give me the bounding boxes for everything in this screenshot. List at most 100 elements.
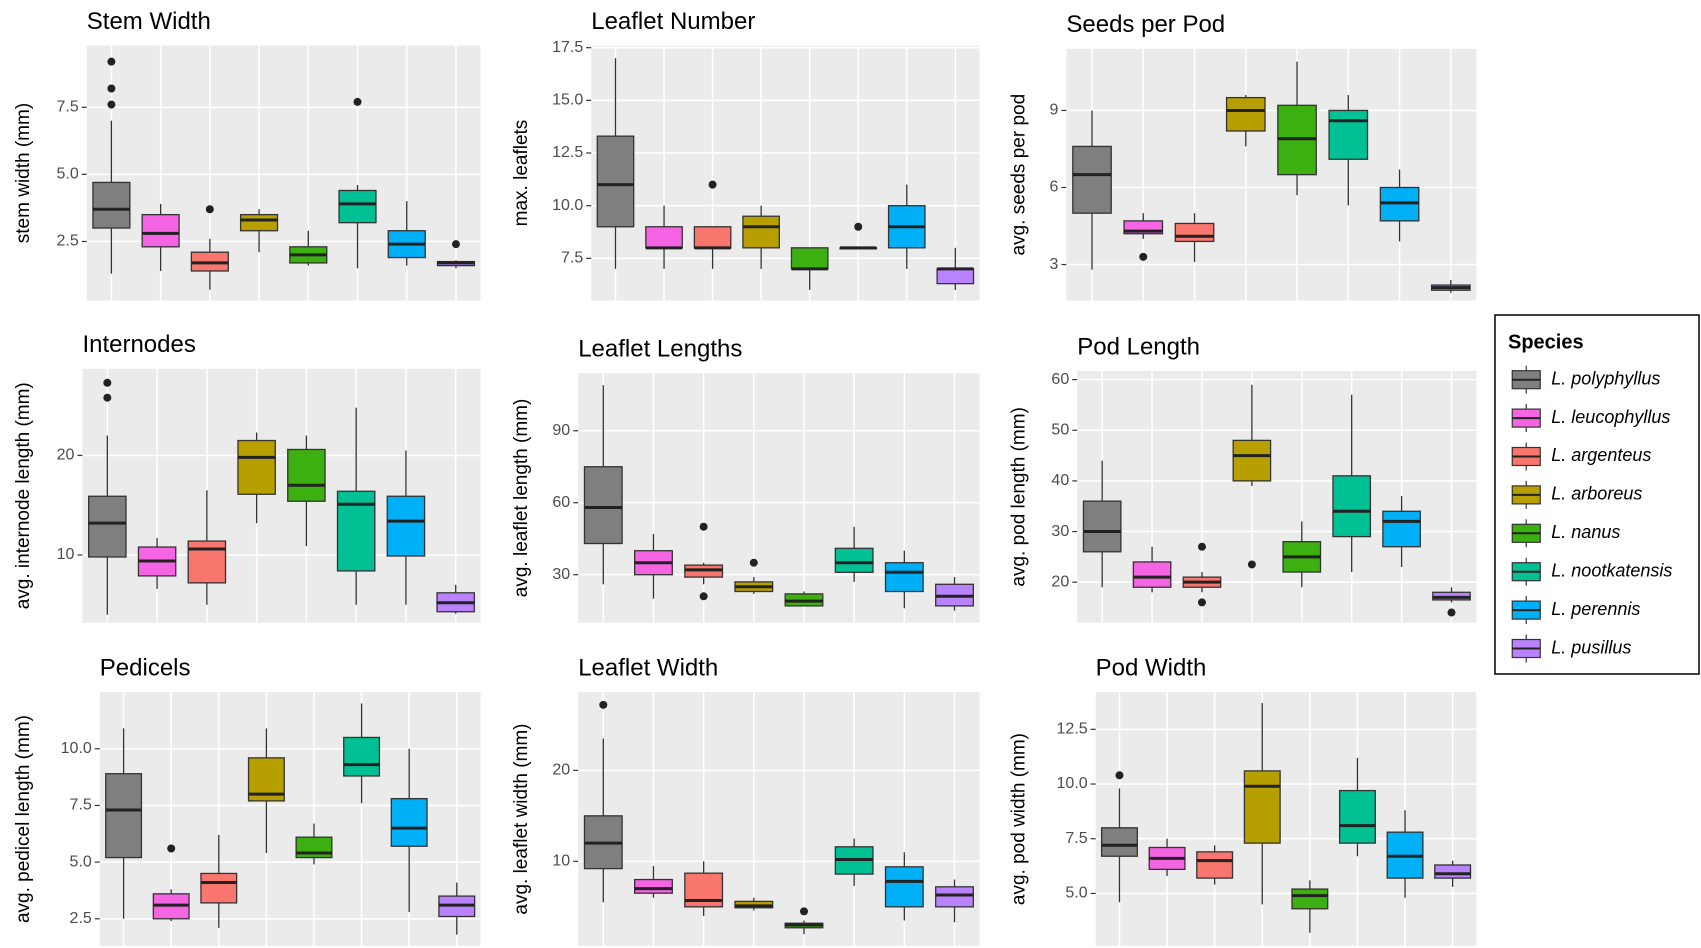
outlier	[700, 592, 708, 600]
outlier	[1248, 560, 1256, 568]
outlier	[103, 394, 111, 402]
box	[387, 496, 424, 556]
box	[886, 867, 924, 907]
outlier	[1115, 771, 1123, 779]
plot-panel	[1096, 692, 1477, 946]
y-tick-label: 7.5	[57, 99, 79, 116]
panel-title: Leaflet Lengths	[578, 336, 742, 363]
legend-label: L. pusillus	[1551, 637, 1631, 657]
box	[89, 496, 126, 557]
y-tick-label: 9	[1049, 102, 1058, 119]
legend-label: L. perennis	[1551, 599, 1640, 619]
outlier	[107, 84, 115, 92]
outlier	[354, 98, 362, 106]
y-axis-label: avg. leaflet length (mm)	[511, 399, 532, 598]
outlier	[700, 523, 708, 531]
y-tick-label: 7.5	[70, 797, 92, 814]
box	[344, 737, 380, 776]
y-tick-label: 7.5	[561, 250, 583, 267]
outlier	[167, 845, 175, 853]
box	[1227, 98, 1265, 131]
outlier	[1447, 609, 1455, 617]
y-axis-label: avg. seeds per pod	[1009, 94, 1030, 256]
outlier	[854, 223, 862, 231]
box	[391, 799, 427, 847]
box	[936, 887, 974, 907]
box	[635, 880, 673, 894]
legend-label: L. arboreus	[1551, 484, 1642, 504]
box	[93, 182, 130, 228]
y-tick-label: 30	[552, 566, 570, 583]
box	[1083, 501, 1120, 552]
y-tick-label: 60	[552, 494, 570, 511]
box	[791, 248, 827, 269]
plot-panel	[591, 46, 979, 301]
box	[584, 467, 622, 544]
y-axis-label: max. leaflets	[511, 120, 532, 227]
y-axis-label: avg. pod length (mm)	[1009, 407, 1030, 587]
panel-title: Pod Length	[1077, 333, 1200, 360]
box	[188, 541, 225, 583]
legend-label: L. argenteus	[1551, 445, 1651, 465]
panel-title: Pod Width	[1096, 654, 1207, 681]
y-tick-label: 60	[1051, 371, 1069, 388]
y-tick-label: 5.0	[1065, 885, 1087, 902]
y-axis-label: avg. pedicel length (mm)	[13, 715, 34, 923]
outlier	[452, 240, 460, 248]
y-tick-label: 12.5	[552, 144, 583, 161]
y-tick-label: 7.5	[1065, 830, 1087, 847]
outlier	[107, 101, 115, 109]
panel-title: Stem Width	[87, 8, 211, 35]
box	[1133, 562, 1170, 587]
y-tick-label: 10.0	[552, 197, 583, 214]
y-tick-label: 15.0	[552, 92, 583, 109]
y-axis-label: avg. pod width (mm)	[1009, 733, 1030, 905]
y-tick-label: 20	[1051, 573, 1069, 590]
y-tick-label: 5.0	[57, 166, 79, 183]
outlier	[709, 181, 717, 189]
legend-label: L. nootkatensis	[1551, 560, 1672, 580]
outlier	[750, 559, 758, 567]
box	[288, 449, 325, 501]
box	[142, 215, 179, 247]
box	[1383, 511, 1420, 546]
page: {"chart_data": [ {"type": "box", "title"…	[0, 0, 1701, 948]
box	[835, 548, 873, 572]
panel-title: Leaflet Number	[591, 8, 755, 35]
box	[1340, 791, 1376, 844]
outlier	[800, 907, 808, 915]
outlier	[599, 701, 607, 709]
outlier	[103, 379, 111, 387]
panel-title: Leaflet Width	[578, 654, 718, 681]
y-tick-label: 20	[552, 762, 570, 779]
legend-title: Species	[1508, 331, 1584, 353]
y-tick-label: 12.5	[1057, 721, 1088, 738]
legend-label: L. nanus	[1551, 522, 1620, 542]
box	[1197, 852, 1233, 878]
outlier	[1198, 598, 1206, 606]
y-tick-label: 5.0	[70, 853, 92, 870]
outlier	[107, 58, 115, 66]
y-tick-label: 10	[57, 546, 75, 563]
box	[1329, 110, 1367, 159]
box	[1073, 146, 1111, 213]
plot-panel	[87, 46, 481, 301]
box	[106, 774, 142, 858]
box	[1244, 771, 1280, 843]
box	[339, 190, 376, 222]
panel-title: Seeds per Pod	[1066, 11, 1225, 38]
y-tick-label: 90	[552, 422, 570, 439]
y-tick-label: 17.5	[552, 39, 583, 56]
y-tick-label: 30	[1051, 523, 1069, 540]
outlier	[206, 205, 214, 213]
box	[1233, 440, 1270, 481]
box	[694, 227, 730, 248]
y-tick-label: 10.0	[61, 740, 92, 757]
y-axis-label: stem width (mm)	[13, 103, 34, 243]
plot-panel	[578, 692, 979, 946]
plot-panel	[1066, 49, 1476, 301]
box	[597, 136, 633, 227]
legend-label: L. polyphyllus	[1551, 368, 1660, 388]
box	[1175, 223, 1213, 241]
y-tick-label: 20	[57, 447, 75, 464]
